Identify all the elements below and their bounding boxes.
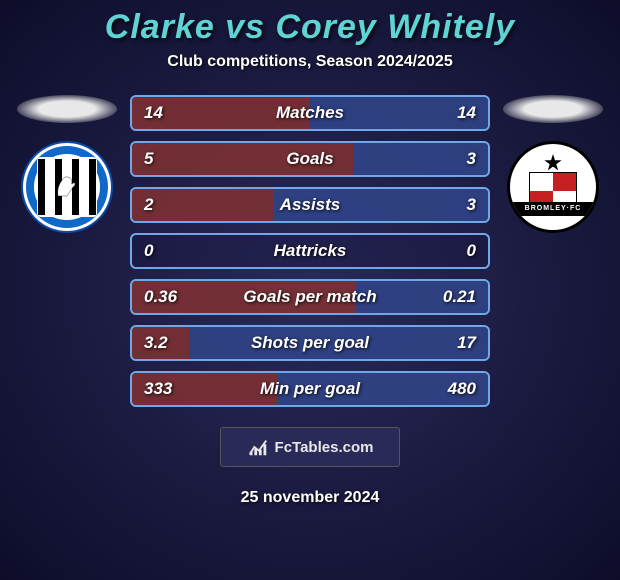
stat-label: Goals per match: [243, 287, 376, 307]
stat-label: Hattricks: [274, 241, 347, 261]
stat-left-value: 3.2: [144, 333, 168, 353]
stat-bar: 3.2 Shots per goal 17: [130, 325, 490, 361]
comparison-card: Clarke vs Corey Whitely Club competition…: [0, 0, 620, 580]
stat-left-value: 0: [144, 241, 153, 261]
stat-label: Matches: [276, 103, 344, 123]
stat-left-value: 0.36: [144, 287, 177, 307]
brand-logo: FcTables.com: [220, 427, 400, 467]
brand-text: FcTables.com: [275, 439, 374, 456]
right-player-column: BROMLEY·FC: [498, 95, 608, 233]
main-row: 14 Matches 14 5 Goals 3 2 Assists 3 0 Hattricks 0 0.…: [0, 95, 620, 407]
stat-left-value: 5: [144, 149, 153, 169]
stat-bar: 5 Goals 3: [130, 141, 490, 177]
stat-label: Goals: [286, 149, 333, 169]
stat-right-value: 0.21: [443, 287, 476, 307]
star-icon: [544, 154, 562, 172]
left-club-badge: [21, 141, 113, 233]
stats-column: 14 Matches 14 5 Goals 3 2 Assists 3 0 Hattricks 0 0.…: [130, 95, 490, 407]
stat-bar: 333 Min per goal 480: [130, 371, 490, 407]
stat-right-value: 3: [467, 149, 476, 169]
stat-bar: 0.36 Goals per match 0.21: [130, 279, 490, 315]
page-title: Clarke vs Corey Whitely: [0, 8, 620, 47]
stat-bar: 2 Assists 3: [130, 187, 490, 223]
right-club-badge: BROMLEY·FC: [507, 141, 599, 233]
stat-bar: 14 Matches 14: [130, 95, 490, 131]
stat-right-value: 17: [457, 333, 476, 353]
stat-left-value: 333: [144, 379, 172, 399]
page-subtitle: Club competitions, Season 2024/2025: [0, 53, 620, 71]
stat-label: Assists: [280, 195, 340, 215]
footer-date: 25 november 2024: [0, 489, 620, 507]
stat-left-value: 2: [144, 195, 153, 215]
horse-icon: [52, 172, 82, 202]
player-silhouette-placeholder: [503, 95, 603, 123]
chart-icon: [247, 436, 269, 458]
stat-right-value: 3: [467, 195, 476, 215]
stat-right-value: 0: [467, 241, 476, 261]
stat-bar: 0 Hattricks 0: [130, 233, 490, 269]
stat-label: Min per goal: [260, 379, 360, 399]
stat-label: Shots per goal: [251, 333, 369, 353]
stat-left-value: 14: [144, 103, 163, 123]
left-player-column: [12, 95, 122, 233]
stat-right-value: 14: [457, 103, 476, 123]
player-silhouette-placeholder: [17, 95, 117, 123]
badge-band-text: BROMLEY·FC: [510, 202, 596, 216]
stat-right-value: 480: [448, 379, 476, 399]
